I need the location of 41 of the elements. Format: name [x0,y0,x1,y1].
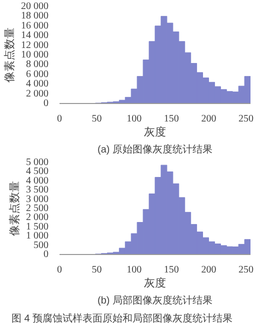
y-tick-label: 3 500 [26,184,48,196]
y-tick-label: 18 000 [21,10,48,22]
x-tick-label: 250 [238,264,254,276]
x-tick-label: 0 [57,264,62,276]
y-tick-label: 500 [34,240,48,251]
y-axis-title: 像素点数量 [3,28,16,82]
y-tick-label: 2 000 [26,212,48,224]
x-tick-label: 100 [126,264,142,276]
y-tick-label: 4 000 [26,175,48,186]
y-tick-label: 14 000 [21,30,48,42]
x-tick-label: 0 [57,114,62,124]
x-tick-label: 50 [92,264,102,276]
y-tick-label: 5 000 [26,157,48,168]
y-tick-label: 10 000 [21,50,48,60]
x-axis-title: 灰度 [144,276,166,290]
x-tick-label: 150 [164,114,179,124]
y-tick-label: 4 500 [26,166,48,178]
y-axis-title: 像素点数量 [8,181,21,236]
y-tick-label: 12 000 [21,40,48,51]
x-tick-label: 200 [201,264,216,276]
x-tick-label: 100 [126,114,142,124]
y-tick-label: 0 [44,98,48,109]
y-tick-label: 4 000 [26,78,48,90]
text: (b) 局部图像灰度统计结果 [98,294,212,306]
x-tick-label: 150 [164,264,179,276]
y-tick-label: 0 [44,249,48,260]
y-tick-label: 1 000 [26,230,48,242]
y-tick-label: 2 500 [26,203,48,214]
text: (a) 原始图像灰度统计结果 [98,144,212,156]
y-tick-label: 6 000 [26,68,48,80]
y-tick-label: 16 000 [21,20,48,32]
x-tick-label: 200 [201,114,216,124]
y-tick-label: 8 000 [26,59,48,70]
y-tick-label: 20 000 [21,1,48,12]
y-tick-label: 1 500 [26,221,48,232]
y-tick-label: 3 000 [26,194,48,205]
x-axis-title: 灰度 [144,126,166,138]
y-tick-label: 2 000 [26,88,48,100]
caption: 图 4 预腐蚀试样表面原始和局部图像灰度统计结果 [12,312,233,323]
x-tick-label: 50 [92,114,102,124]
x-tick-label: 250 [238,114,254,124]
